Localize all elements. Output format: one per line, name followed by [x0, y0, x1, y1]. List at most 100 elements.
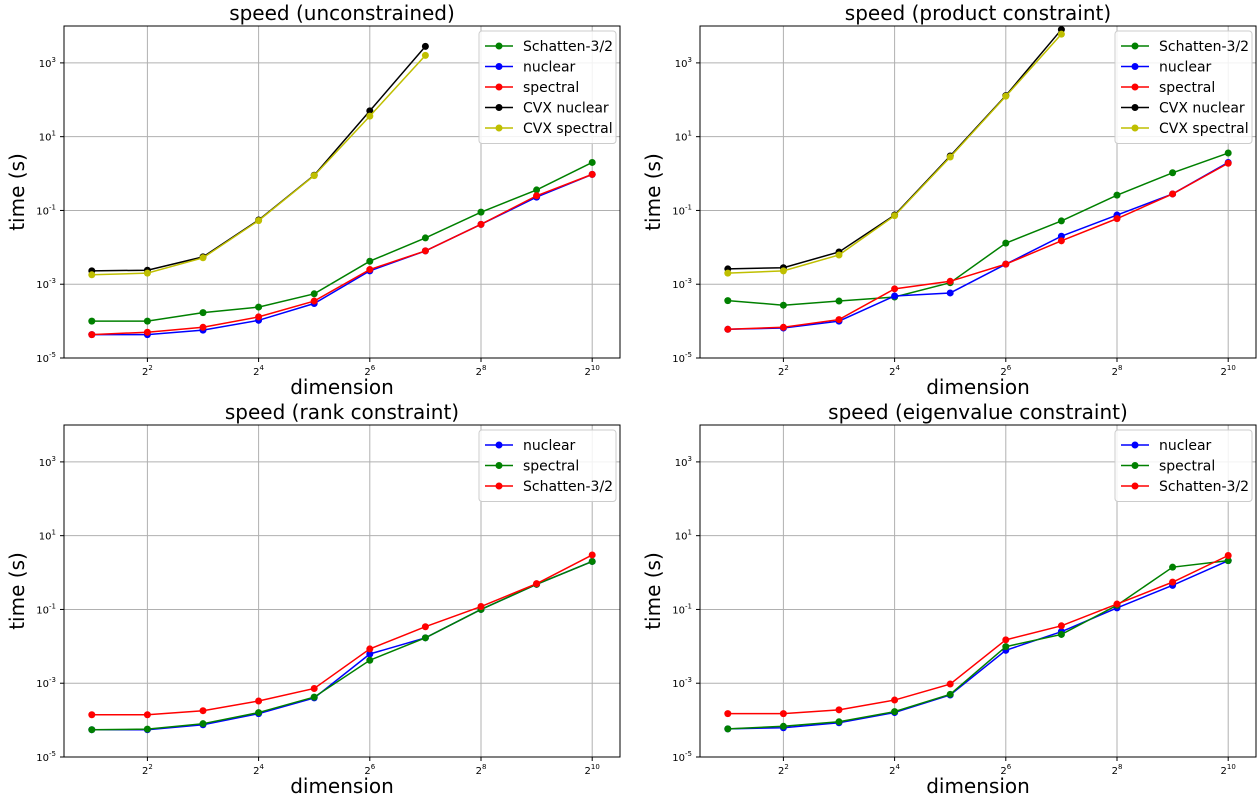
data-point: [533, 580, 541, 588]
data-point: [724, 269, 732, 277]
data-point: [724, 710, 732, 718]
legend-label: CVX spectral: [523, 121, 613, 137]
data-point: [421, 623, 429, 631]
x-tick-label: 22: [778, 763, 789, 777]
legend-marker: [1131, 441, 1139, 449]
y-tick-label: 10-5: [36, 351, 56, 365]
y-axis-label: time (s): [5, 153, 29, 231]
data-point: [366, 112, 374, 120]
data-point: [1224, 159, 1232, 167]
series-line: [91, 161, 593, 322]
data-point: [255, 303, 263, 311]
series-line: [727, 161, 1229, 331]
x-tick-label: 210: [1221, 763, 1236, 777]
x-tick-label: 26: [364, 763, 375, 777]
data-point: [1169, 578, 1177, 586]
chart-title: speed (product constraint): [845, 1, 1111, 25]
chart-title: speed (eigenvalue constraint): [828, 400, 1128, 424]
legend-label: Schatten-3/2: [1159, 39, 1249, 55]
legend-marker: [1131, 104, 1139, 111]
y-tick-label: 103: [39, 455, 56, 469]
data-point: [779, 267, 787, 275]
data-point: [1169, 169, 1177, 177]
chart-panel: 22 24 26 28 210 10-5 10-3 10-1 101 103 speed (prod…: [641, 1, 1257, 399]
data-point: [1113, 600, 1121, 608]
data-point: [588, 170, 596, 178]
data-point: [366, 656, 374, 664]
legend: Schatten-3/2 nuclear spectral CVX nuclear CV…: [478, 30, 617, 144]
data-point: [1224, 557, 1232, 565]
y-tick-label: 101: [675, 130, 692, 144]
x-tick-label: 210: [585, 763, 600, 777]
legend-label: spectral: [1159, 459, 1215, 475]
legend-marker: [495, 42, 503, 50]
data-point: [1057, 622, 1065, 630]
data-point: [1057, 630, 1065, 638]
plot-frame: [63, 25, 621, 359]
data-point: [891, 292, 899, 300]
y-tick-label: 101: [39, 130, 56, 144]
x-tick-label: 26: [364, 364, 375, 378]
y-tick-label: 10-1: [36, 203, 56, 217]
data-point: [477, 208, 485, 216]
x-tick-label: 24: [253, 763, 264, 777]
data-point: [88, 271, 96, 279]
series-line: [91, 554, 593, 716]
legend-marker: [1131, 482, 1139, 490]
data-point: [255, 313, 263, 321]
legend-marker: [495, 63, 503, 70]
legend-box: [1114, 30, 1253, 144]
y-tick-label: 10-3: [36, 277, 56, 291]
series-line: [91, 560, 593, 731]
legend-label: CVX nuclear: [1159, 101, 1245, 117]
series-line: [727, 162, 1229, 331]
plot-area: [724, 26, 1232, 333]
data-point: [310, 297, 318, 305]
legend-label: spectral: [523, 80, 579, 96]
data-point: [835, 316, 843, 324]
data-point: [1002, 260, 1010, 268]
x-axis-label: dimension: [926, 375, 1030, 399]
series-line: [727, 559, 1229, 730]
legend-label: spectral: [523, 459, 579, 475]
y-tick-label: 10-3: [672, 277, 692, 291]
legend-label: Schatten-3/2: [523, 479, 613, 495]
legend-marker: [1131, 124, 1139, 132]
legend-label: spectral: [1159, 80, 1215, 96]
data-point: [588, 158, 596, 166]
x-tick-label: 24: [889, 364, 900, 378]
data-point: [779, 710, 787, 718]
legend-label: Schatten-3/2: [523, 39, 613, 55]
y-tick-label: 10-5: [672, 750, 692, 764]
y-tick-label: 101: [675, 529, 692, 543]
data-point: [199, 707, 207, 715]
data-point: [946, 690, 954, 698]
chart-title: speed (rank constraint): [225, 400, 459, 424]
legend-marker: [1131, 42, 1139, 50]
data-point: [421, 634, 429, 642]
data-point: [143, 317, 151, 325]
data-point: [724, 297, 732, 305]
data-point: [1057, 217, 1065, 225]
legend-label: nuclear: [523, 438, 576, 454]
data-point: [421, 247, 429, 255]
data-point: [835, 706, 843, 714]
data-point: [946, 153, 954, 161]
data-point: [891, 708, 899, 716]
y-tick-label: 10-1: [36, 602, 56, 616]
legend-marker: [1131, 63, 1139, 70]
data-point: [255, 217, 263, 225]
series-line: [727, 152, 1229, 306]
series-line: [91, 560, 593, 731]
data-point: [588, 557, 596, 565]
data-point: [779, 301, 787, 309]
data-point: [477, 603, 485, 611]
data-point: [1113, 215, 1121, 223]
plot-area: [88, 551, 596, 734]
y-tick-label: 101: [39, 529, 56, 543]
data-point: [1169, 563, 1177, 571]
legend-marker: [495, 124, 503, 132]
legend-marker: [1131, 83, 1139, 91]
x-tick-label: 28: [476, 364, 487, 378]
